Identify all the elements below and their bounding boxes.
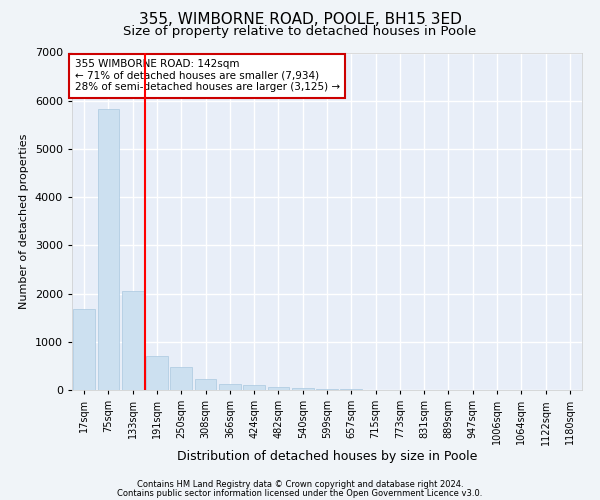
X-axis label: Distribution of detached houses by size in Poole: Distribution of detached houses by size … bbox=[177, 450, 477, 463]
Bar bbox=[146, 356, 168, 390]
Text: Size of property relative to detached houses in Poole: Size of property relative to detached ho… bbox=[124, 25, 476, 38]
Bar bbox=[219, 384, 241, 390]
Text: 355 WIMBORNE ROAD: 142sqm
← 71% of detached houses are smaller (7,934)
28% of se: 355 WIMBORNE ROAD: 142sqm ← 71% of detac… bbox=[74, 59, 340, 92]
Bar bbox=[268, 386, 289, 390]
Bar bbox=[97, 110, 119, 390]
Bar bbox=[292, 388, 314, 390]
Text: 355, WIMBORNE ROAD, POOLE, BH15 3ED: 355, WIMBORNE ROAD, POOLE, BH15 3ED bbox=[139, 12, 461, 28]
Bar bbox=[243, 386, 265, 390]
Bar bbox=[122, 291, 143, 390]
Bar bbox=[73, 309, 95, 390]
Bar bbox=[316, 388, 338, 390]
Bar bbox=[194, 380, 217, 390]
Text: Contains public sector information licensed under the Open Government Licence v3: Contains public sector information licen… bbox=[118, 488, 482, 498]
Text: Contains HM Land Registry data © Crown copyright and database right 2024.: Contains HM Land Registry data © Crown c… bbox=[137, 480, 463, 489]
Y-axis label: Number of detached properties: Number of detached properties bbox=[19, 134, 29, 309]
Bar bbox=[170, 367, 192, 390]
